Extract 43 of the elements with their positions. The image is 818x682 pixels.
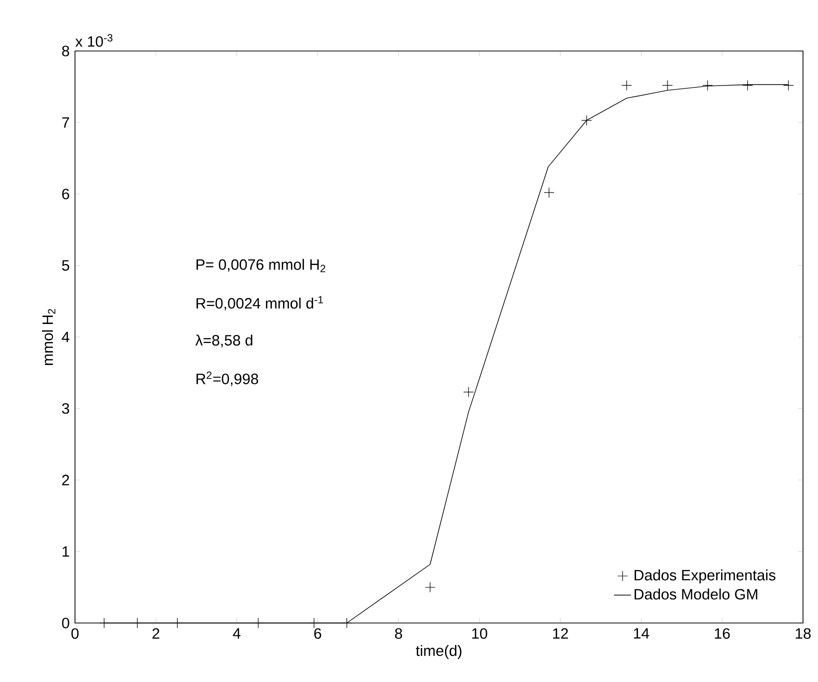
annotation: P= 0,0076 mmol H$_{2}$ (196, 258, 326, 272)
x-axis-title: time(d) (416, 645, 462, 659)
point (702, 80, 713, 91)
point (172, 618, 183, 628)
point (252, 618, 264, 628)
point (341, 618, 352, 628)
legend-label: Dados Modelo GM (634, 588, 758, 600)
x-tick-label: 10 (472, 628, 488, 639)
x-tick-label: 18 (796, 628, 811, 639)
y-tick-label: 4 (62, 332, 70, 342)
annotation: λ=8,58 d (195, 334, 252, 348)
point (783, 80, 794, 91)
point (621, 80, 632, 91)
y-tick-label: 5 (62, 260, 70, 271)
y-tick-label: 6 (62, 188, 70, 200)
x-tick-label: 16 (714, 628, 730, 639)
point (463, 386, 474, 398)
point (308, 618, 320, 628)
y-tick-label: 7 (62, 117, 70, 128)
point (544, 187, 554, 198)
point (98, 618, 110, 628)
point (662, 80, 673, 91)
x-tick-label: 4 (232, 628, 241, 639)
y-tick-label: 8 (62, 46, 70, 56)
point (132, 618, 143, 628)
annotation: R$^{2}$=0,998 (196, 372, 258, 386)
x-tick-label: 2 (152, 628, 160, 639)
point (424, 582, 436, 593)
x-tick-label: 14 (634, 628, 650, 639)
annotation: R=0,0024 mmol d$^{-1}$ (196, 296, 323, 310)
y-axis-title: mmol H$_{2}$ (42, 309, 56, 366)
y-tick-label: 0 (62, 618, 70, 628)
text: x 10$^{-3}$ (75, 34, 112, 47)
x-tick-label: 12 (553, 628, 568, 639)
point (742, 80, 753, 91)
x-tick-label: 8 (395, 628, 402, 639)
x-tick-label: 0 (71, 628, 79, 639)
point (581, 115, 592, 126)
y-tick-label: 2 (62, 474, 70, 486)
y-tick-label: 3 (62, 403, 70, 414)
x-tick-label: 6 (314, 628, 322, 639)
y-tick-label: 1 (62, 546, 70, 557)
legend-label: Dados Experimentais (634, 569, 776, 584)
